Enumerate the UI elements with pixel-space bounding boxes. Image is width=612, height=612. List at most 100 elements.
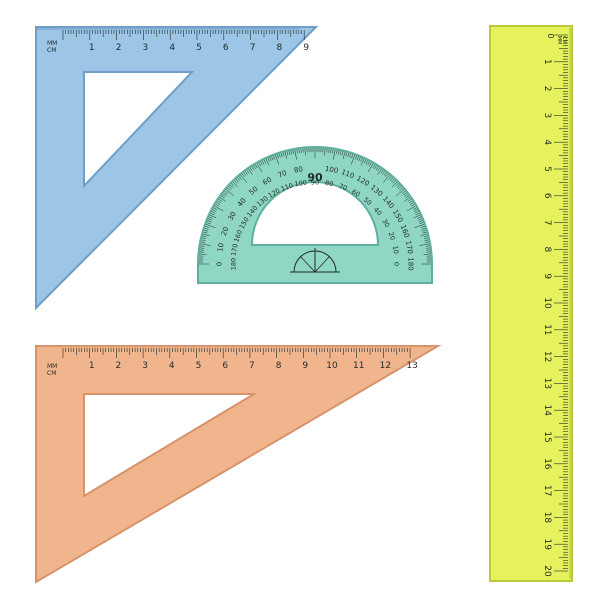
protractor-tick <box>304 148 306 156</box>
protractor-tick <box>229 184 234 188</box>
protractor-tick <box>351 154 355 165</box>
protractor-tick <box>228 186 232 190</box>
protractor-tick <box>231 183 235 187</box>
protractor-tick <box>425 245 430 247</box>
protractor-tick <box>215 204 220 207</box>
protractor-tick <box>201 239 206 241</box>
protractor-tick <box>410 204 415 207</box>
protractor-tick <box>404 197 411 202</box>
protractor-tick <box>412 207 417 210</box>
yellow-ruler-label: 11 <box>542 324 552 335</box>
blue-triangle-label: 7 <box>250 43 256 53</box>
protractor-tick <box>398 186 402 190</box>
protractor-tick <box>288 150 291 155</box>
protractor-tick <box>249 167 253 172</box>
protractor-tick <box>208 218 213 221</box>
protractor-tick <box>200 247 205 249</box>
protractor-tick <box>377 167 381 172</box>
yellow-ruler-label: 20 <box>542 565 552 577</box>
protractor-tick <box>275 154 279 165</box>
protractor-tick <box>407 198 412 202</box>
protractor-tick <box>219 197 226 202</box>
yellow-ruler-label: 1 <box>542 59 552 65</box>
yellow-ruler-label: 15 <box>542 431 552 442</box>
protractor-tick <box>421 227 426 230</box>
orange-triangle-label: 10 <box>326 361 338 371</box>
blue-triangle-label: 5 <box>196 43 202 53</box>
protractor-tick <box>330 149 332 154</box>
protractor-tick <box>377 168 382 175</box>
protractor-tick <box>260 161 263 166</box>
blue-set-square-scale: 1 2 3 4 5 6 7 8 9 <box>62 30 309 53</box>
protractor-tick <box>406 205 416 212</box>
protractor-inner-label: 110 <box>280 181 294 193</box>
protractor-tick <box>424 237 429 240</box>
protractor-tick <box>218 198 223 202</box>
protractor-inner-label: 170 <box>229 243 239 257</box>
protractor-tick <box>273 155 276 160</box>
yellow-ruler-label: 12 <box>542 351 552 362</box>
protractor-tick <box>210 212 215 216</box>
orange-triangle-label: 6 <box>222 361 228 371</box>
protractor-tick <box>420 225 425 228</box>
protractor-inner-label: 90 <box>311 178 319 186</box>
protractor-tick <box>425 247 430 249</box>
yellow-ruler-label: 5 <box>542 166 552 172</box>
blue-unit-mm: MM <box>47 40 57 47</box>
yellow-ruler-label: 7 <box>542 220 552 226</box>
protractor-tick <box>424 239 429 241</box>
orange-triangle-label: 13 <box>406 361 417 371</box>
protractor-tick <box>222 193 226 197</box>
protractor-tick <box>286 151 289 156</box>
protractor-body <box>197 146 433 284</box>
protractor-tick <box>225 189 234 197</box>
protractor-tick <box>389 177 393 181</box>
blue-set-square-body <box>35 26 319 311</box>
protractor-tick <box>396 184 401 188</box>
yellow-ruler-label: 16 <box>542 458 552 470</box>
orange-triangle-label: 8 <box>276 361 282 371</box>
orange-triangle-label: 9 <box>302 361 308 371</box>
yellow-ruler-label: 18 <box>542 512 552 524</box>
protractor-tick <box>354 155 357 160</box>
protractor-tick <box>203 231 208 234</box>
protractor-outer-label: 80 <box>293 165 303 174</box>
yellow-ruler-label: 6 <box>542 193 552 199</box>
protractor-tick <box>217 200 222 204</box>
protractor-tick <box>240 174 248 183</box>
protractor-tick <box>253 165 256 170</box>
protractor-tick <box>414 211 419 214</box>
orange-unit-mm: MM <box>47 363 57 370</box>
protractor-tick <box>414 224 425 228</box>
protractor-inner-label: 80 <box>324 179 334 188</box>
blue-triangle-label: 2 <box>116 43 122 53</box>
protractor-tick <box>296 149 298 154</box>
protractor-tick <box>205 225 210 228</box>
protractor-tick <box>336 150 338 155</box>
protractor-outer-label: 70 <box>277 169 288 180</box>
protractor-tick <box>205 224 216 228</box>
protractor-tick <box>199 253 207 255</box>
protractor-outer-label: 60 <box>261 176 273 187</box>
protractor-inner-label: 40 <box>372 206 383 217</box>
protractor-tick <box>204 227 209 230</box>
yellow-ruler-label: 8 <box>542 247 552 253</box>
protractor-tick <box>360 157 363 162</box>
protractor-tick <box>417 218 422 221</box>
protractor-tick <box>423 253 431 255</box>
protractor-inner-label: 0 <box>393 262 401 266</box>
protractor-tick <box>292 150 294 155</box>
protractor-tick <box>298 149 300 154</box>
protractor-tick <box>422 231 427 234</box>
protractor-tick <box>282 152 285 157</box>
protractor-tick <box>223 192 227 196</box>
protractor-tick <box>341 151 344 156</box>
protractor-tick <box>212 209 217 212</box>
protractor-tick <box>380 170 384 174</box>
yellow-unit-mm: MM <box>556 36 562 45</box>
protractor-tick <box>403 192 407 196</box>
protractor-tick <box>202 233 210 237</box>
